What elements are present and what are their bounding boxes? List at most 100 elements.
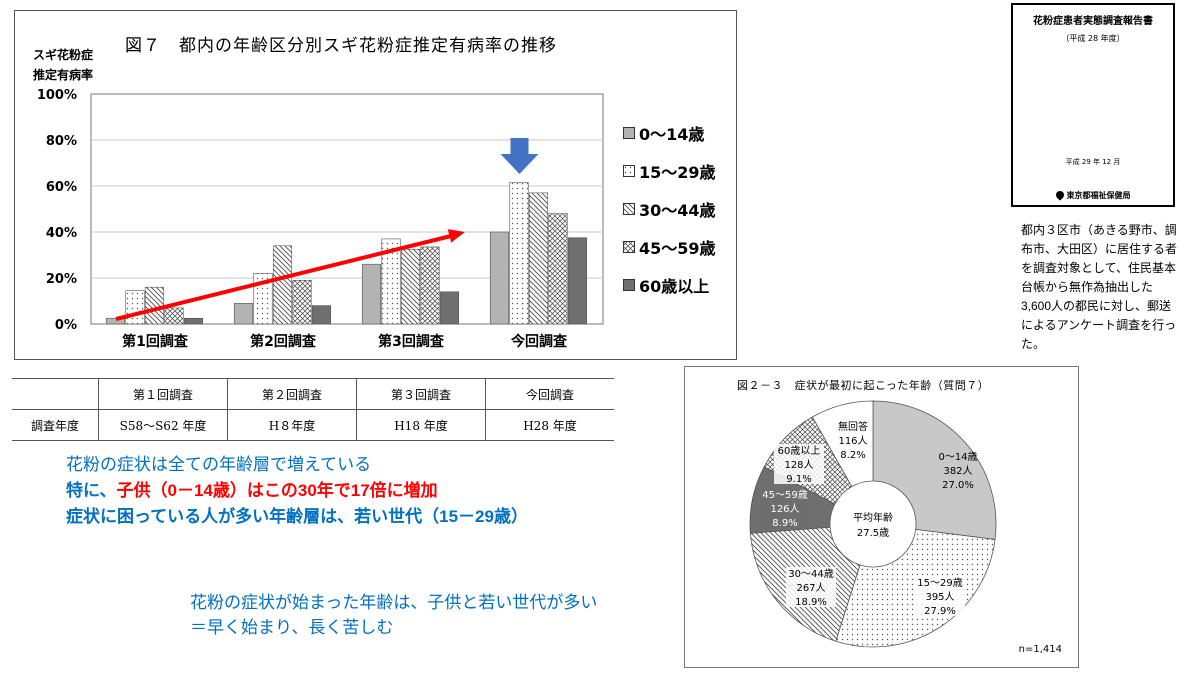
bar-15-29 xyxy=(509,182,529,325)
x-tick-label: 第3回調査 xyxy=(378,333,445,350)
slice-count: 116人 xyxy=(838,435,867,447)
slice-label: 15〜29歳 xyxy=(917,577,962,589)
pie-slice-label-0-14: 0〜14歳 382人 27.0% xyxy=(938,451,977,491)
note-line: ＝早く始まり、長く苦しむ xyxy=(190,618,394,637)
slice-count: 382人 xyxy=(943,465,972,477)
bar-chart-figure: 図７ 都内の年齢区分別スギ花粉症推定有病率の推移 スギ花粉症 推定有病率 0% 2… xyxy=(14,10,737,360)
slice-count: 128人 xyxy=(784,459,813,471)
x-tick-label: 今回調査 xyxy=(510,333,568,350)
slice-percent: 8.9% xyxy=(772,518,797,529)
bar-30-44 xyxy=(528,192,549,325)
slice-count: 126人 xyxy=(770,503,799,515)
y-axis-label: スギ花粉症 推定有病率 xyxy=(33,45,113,85)
y-tick-label: 20% xyxy=(46,272,77,287)
trend-arrow-line xyxy=(115,234,452,321)
bar-15-29 xyxy=(381,238,401,325)
table-header-cell xyxy=(12,378,99,410)
bar-45-59 xyxy=(548,213,568,325)
y-tick-label: 100% xyxy=(37,88,77,103)
pie-slice-label-45-59: 45〜59歳 126人 8.9% xyxy=(760,488,810,529)
bar-60-plus xyxy=(439,291,460,325)
bar-15-29 xyxy=(125,290,145,325)
y-tick-label: 60% xyxy=(46,180,77,195)
bar-chart-title: 図７ 都内の年齢区分別スギ花粉症推定有病率の推移 xyxy=(125,36,557,56)
legend-swatch xyxy=(623,127,635,139)
slice-label: 45〜59歳 xyxy=(762,489,807,501)
note-highlight: 子供（0－14歳）はこの30年で17倍に増加 xyxy=(116,481,438,500)
bar-45-59 xyxy=(420,246,440,325)
legend-item-0-14: 0〜14歳 xyxy=(623,114,716,152)
legend-label: 30〜44歳 xyxy=(639,201,716,220)
survey-year-table: 第１回調査 第２回調査 第３回調査 今回調査 調査年度 S58〜S62 年度 H… xyxy=(12,378,614,441)
bar-0-14 xyxy=(361,263,382,325)
summary-notes: 花粉の症状は全ての年齢層で増えている 特に、子供（0－14歳）はこの30年で17… xyxy=(66,452,528,530)
note-prefix: 特に、 xyxy=(66,481,117,500)
bar-45-59 xyxy=(164,307,184,325)
pie-slice-label-no-answer: 無回答 116人 8.2% xyxy=(838,420,868,461)
bar-60-plus xyxy=(311,305,332,325)
table-cell: S58〜S62 年度 xyxy=(98,409,228,441)
pie-slice-no-answer xyxy=(811,400,874,488)
slice-percent: 9.1% xyxy=(786,474,811,485)
slice-percent: 27.9% xyxy=(924,606,956,617)
sample-size: n=1,414 xyxy=(1018,644,1062,655)
table-row-label: 調査年度 xyxy=(12,409,99,441)
bar-15-29 xyxy=(253,273,273,325)
bar-30-44 xyxy=(272,245,293,325)
legend-label: 0〜14歳 xyxy=(639,125,705,144)
onset-notes: 花粉の症状が始まった年齢は、子供と若い世代が多い ＝早く始まり、長く苦しむ xyxy=(190,590,597,640)
table-cell: H８年度 xyxy=(227,409,357,441)
slice-percent: 8.2% xyxy=(840,450,865,461)
y-tick-label: 40% xyxy=(46,226,77,241)
pie-center-label: 平均年齢 xyxy=(853,511,893,524)
bar-chart-svg: 0% 20% 40% 60% 80% 100% 第1回調査 第2回調査 第3回調査 今回調査 xyxy=(37,88,604,350)
survey-description: 都内３区市（あきる野市、調布市、大田区）に居住する者を調査対象として、住民基本台… xyxy=(1021,223,1178,351)
pie-center-value: 27.5歳 xyxy=(857,527,889,539)
table-header-cell: 第３回調査 xyxy=(356,378,486,410)
trend-arrow-head xyxy=(447,229,465,243)
table-cell: H28 年度 xyxy=(485,409,614,441)
slice-percent: 27.0% xyxy=(942,480,974,491)
pie-chart-title: 図２－３ 症状が最初に起こった年齢（質問７） xyxy=(737,379,990,392)
legend-swatch xyxy=(623,165,635,177)
slice-label: 60歳以上 xyxy=(778,445,821,457)
pie-slice-label-30-44: 30〜44歳 267人 18.9% xyxy=(786,567,836,608)
table-header-cell: 今回調査 xyxy=(485,378,614,410)
pie-chart-figure: 図２－３ 症状が最初に起こった年齢（質問７） 0〜14歳 382人 27.0% 15〜… xyxy=(684,366,1079,668)
legend-label: 15〜29歳 xyxy=(639,163,716,182)
plot-area-frame xyxy=(90,93,604,325)
slice-label: 30〜44歳 xyxy=(788,568,833,580)
y-axis-label-line2: 推定有病率 xyxy=(33,68,94,82)
highlight-down-arrow xyxy=(500,138,539,174)
legend-swatch xyxy=(623,203,635,215)
bureau-name: 東京都福祉保健局 xyxy=(1066,191,1131,200)
table-cell: H18 年度 xyxy=(356,409,486,441)
y-tick-label: 0% xyxy=(55,318,77,333)
report-date: 平成 29 年 12 月 xyxy=(1065,158,1121,166)
bar-30-44 xyxy=(144,286,165,325)
report-year: （平成 28 年度） xyxy=(1061,34,1125,43)
slice-count: 395人 xyxy=(925,591,954,603)
y-axis-label-line1: スギ花粉症 xyxy=(33,48,94,62)
legend-item-30-44: 30〜44歳 xyxy=(623,190,716,228)
bar-0-14 xyxy=(105,317,126,325)
note-line: 症状に困っている人が多い年齢層は、若い世代（15－29歳） xyxy=(66,507,528,526)
x-tick-label: 第1回調査 xyxy=(122,333,189,350)
legend-label: 60歳以上 xyxy=(639,277,710,296)
legend-item-60-plus: 60歳以上 xyxy=(623,266,716,304)
bar-30-44 xyxy=(400,248,421,325)
report-cover: 花粉症患者実態調査報告書 （平成 28 年度） 平成 29 年 12 月 東京都… xyxy=(1011,3,1175,207)
bar-chart-legend: 0〜14歳 15〜29歳 30〜44歳 45〜59歳 60歳以上 xyxy=(623,114,716,304)
x-tick-label: 第2回調査 xyxy=(250,333,317,350)
pie-slice-label-15-29: 15〜29歳 395人 27.9% xyxy=(915,576,965,617)
pie-slice-0-14 xyxy=(872,400,997,540)
note-line: 花粉の症状が始まった年齢は、子供と若い世代が多い xyxy=(190,593,598,612)
legend-swatch xyxy=(623,241,635,253)
note-line: 特に、子供（0－14歳）はこの30年で17倍に増加 xyxy=(66,478,528,504)
tokyo-logo-icon xyxy=(1053,189,1066,201)
slice-percent: 18.9% xyxy=(795,597,827,608)
bar-60-plus xyxy=(183,317,204,325)
bar-0-14 xyxy=(489,231,510,325)
note-line: 花粉の症状は全ての年齢層で増えている xyxy=(66,455,372,474)
slice-label: 無回答 xyxy=(838,420,868,433)
